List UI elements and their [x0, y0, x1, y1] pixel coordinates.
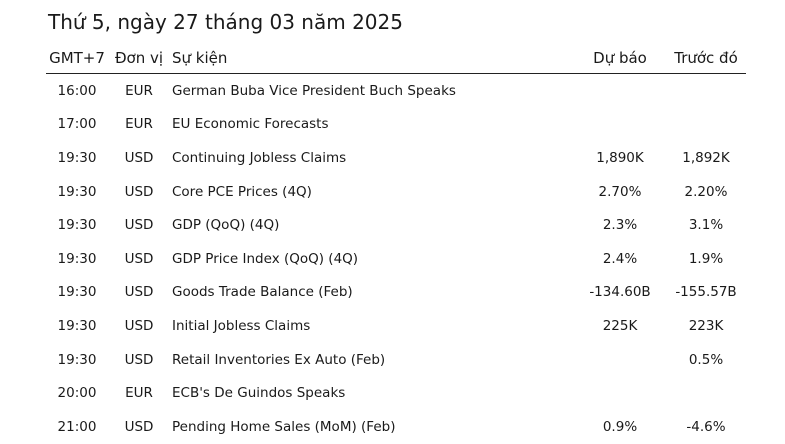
row-time: 19:30 [57, 149, 97, 166]
column-header-time: GMT+7 [46, 42, 108, 74]
row-previous [666, 74, 746, 108]
row-previous: 0.5% [688, 351, 724, 368]
column-header-forecast: Dự báo [574, 42, 666, 74]
row-currency: USD [124, 418, 154, 435]
row-currency: USD [124, 284, 154, 301]
row-forecast: 1,890K [596, 149, 644, 166]
row-currency: USD [124, 250, 154, 267]
row-currency: USD [124, 351, 154, 368]
table-row: 19:30 USD GDP (QoQ) (4Q) 2.3% 3.1% [46, 208, 746, 242]
row-time: 19:30 [57, 317, 97, 334]
row-previous: 1,892K [682, 149, 730, 166]
row-currency: EUR [125, 82, 153, 99]
row-time: 19:30 [57, 217, 97, 234]
row-forecast [574, 376, 666, 410]
table-row: 19:30 USD Retail Inventories Ex Auto (Fe… [46, 343, 746, 377]
row-forecast [574, 343, 666, 377]
table-row: 19:30 USD Initial Jobless Claims 225K 22… [46, 309, 746, 343]
column-header-currency: Đơn vị [108, 42, 170, 74]
row-event: German Buba Vice President Buch Speaks [172, 82, 456, 99]
table-row: 20:00 EUR ECB's De Guindos Speaks [46, 376, 746, 410]
table-row: 19:30 USD Core PCE Prices (4Q) 2.70% 2.2… [46, 175, 746, 209]
page-title: Thứ 5, ngày 27 tháng 03 năm 2025 [48, 10, 403, 34]
row-currency: USD [124, 317, 154, 334]
row-previous [666, 376, 746, 410]
row-previous: -155.57B [675, 284, 737, 301]
row-previous: 1.9% [688, 250, 724, 267]
row-time: 21:00 [57, 418, 97, 435]
row-time: 19:30 [57, 351, 97, 368]
row-event: ECB's De Guindos Speaks [172, 385, 346, 402]
table-row: 21:00 USD Pending Home Sales (MoM) (Feb)… [46, 410, 746, 444]
row-currency: EUR [125, 385, 153, 402]
row-event: Initial Jobless Claims [172, 317, 311, 334]
table-row: 19:30 USD Goods Trade Balance (Feb) -134… [46, 276, 746, 310]
table-header-row: GMT+7 Đơn vị Sự kiện Dự báo Trước đó [46, 42, 746, 74]
table-row: 16:00 EUR German Buba Vice President Buc… [46, 74, 746, 108]
row-previous: 2.20% [684, 183, 728, 200]
table-row: 17:00 EUR EU Economic Forecasts [46, 108, 746, 142]
row-previous: 223K [688, 317, 724, 334]
row-forecast: 0.9% [602, 418, 638, 435]
row-time: 19:30 [57, 284, 97, 301]
row-time: 19:30 [57, 183, 97, 200]
row-forecast: 2.4% [602, 250, 638, 267]
row-currency: USD [124, 149, 154, 166]
row-forecast [574, 74, 666, 108]
column-header-previous: Trước đó [666, 42, 746, 74]
row-currency: EUR [125, 116, 153, 133]
row-time: 20:00 [57, 385, 97, 402]
row-time: 19:30 [57, 250, 97, 267]
row-previous: 3.1% [688, 217, 724, 234]
row-event: Pending Home Sales (MoM) (Feb) [172, 418, 396, 435]
row-currency: USD [124, 183, 154, 200]
row-time: 17:00 [57, 116, 97, 133]
row-forecast [574, 108, 666, 142]
table-row: 19:30 USD GDP Price Index (QoQ) (4Q) 2.4… [46, 242, 746, 276]
row-forecast: -134.60B [589, 284, 651, 301]
row-previous [666, 108, 746, 142]
row-event: EU Economic Forecasts [172, 116, 329, 133]
row-event: Continuing Jobless Claims [172, 149, 347, 166]
row-time: 16:00 [57, 82, 97, 99]
row-forecast: 2.70% [598, 183, 642, 200]
row-forecast: 2.3% [602, 217, 638, 234]
row-event: Core PCE Prices (4Q) [172, 183, 312, 200]
economic-calendar-table: GMT+7 Đơn vị Sự kiện Dự báo Trước đó 16:… [46, 42, 746, 444]
row-previous: -4.6% [686, 418, 726, 435]
row-currency: USD [124, 217, 154, 234]
row-event: Goods Trade Balance (Feb) [172, 284, 353, 301]
row-forecast: 225K [602, 317, 638, 334]
row-event: GDP Price Index (QoQ) (4Q) [172, 250, 359, 267]
table-row: 19:30 USD Continuing Jobless Claims 1,89… [46, 141, 746, 175]
row-event: Retail Inventories Ex Auto (Feb) [172, 351, 386, 368]
row-event: GDP (QoQ) (4Q) [172, 217, 280, 234]
column-header-event: Sự kiện [170, 42, 574, 74]
